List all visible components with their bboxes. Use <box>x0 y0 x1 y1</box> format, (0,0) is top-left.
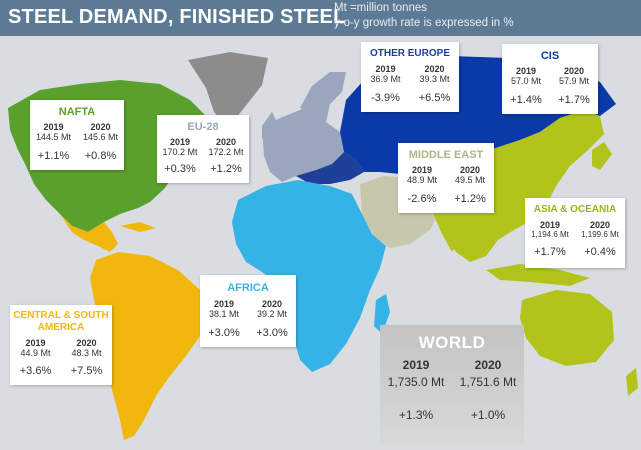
growth-rate: +1.2% <box>210 163 242 175</box>
year-label: 2019 <box>375 64 396 74</box>
year-label: 2019 <box>25 338 46 348</box>
demand-value: 172.2 Mt <box>208 147 244 157</box>
south-america-region <box>90 252 210 440</box>
page-title: STEEL DEMAND, FINISHED STEEL <box>8 6 346 28</box>
demand-value: 39.3 Mt <box>419 74 450 84</box>
year-label: 2019 <box>539 220 561 230</box>
madagascar-shape <box>374 294 390 334</box>
year-label: 2020 <box>563 66 585 76</box>
growth-note: y-o-y growth rate is expressed in % <box>334 17 514 29</box>
growth-rate: -2.6% <box>407 193 437 205</box>
growth-rate: +0.4% <box>584 246 616 258</box>
demand-value: 48.3 Mt <box>71 348 102 358</box>
year-label: 2019 <box>402 358 430 372</box>
other-europe-region <box>296 152 364 184</box>
eu28-box: EU-28 2019 2020 170.2 Mt 172.2 Mt +0.3% … <box>157 115 249 183</box>
growth-rate: +1.2% <box>454 193 486 205</box>
new-zealand-shape <box>626 368 638 396</box>
region-name: ASIA & OCEANIA <box>533 204 617 215</box>
demand-value: 38.1 Mt <box>208 309 239 319</box>
caribbean-islands <box>120 222 156 232</box>
demand-value: 170.2 Mt <box>162 147 198 157</box>
demand-value: 57.9 Mt <box>558 76 589 86</box>
year-label: 2019 <box>213 299 235 309</box>
region-name: AFRICA <box>227 282 269 294</box>
indonesia-shape <box>486 264 590 286</box>
greenland-shape <box>188 52 268 128</box>
region-name: NAFTA <box>58 106 96 118</box>
other-europe-box: OTHER EUROPE 2019 2020 36.9 Mt 39.3 Mt -… <box>361 42 459 112</box>
japan-shape <box>592 142 612 170</box>
growth-rate: +1.4% <box>510 94 542 106</box>
growth-rate: +1.1% <box>37 150 70 162</box>
growth-rate: +3.0% <box>208 327 240 339</box>
units-note: Mt =million tonnes <box>334 2 427 14</box>
demand-value: 49.5 Mt <box>454 175 485 185</box>
eu28-region <box>262 96 344 182</box>
growth-rate: +1.7% <box>558 94 590 106</box>
uk-shape <box>262 112 278 140</box>
africa-region <box>232 180 386 372</box>
region-name: OTHER EUROPE <box>369 48 450 59</box>
demand-value: 1,194.6 Mt <box>531 230 569 239</box>
cis-box: CIS 2019 2020 57.0 Mt 57.9 Mt +1.4% +1.7… <box>502 44 598 114</box>
asia-region <box>420 110 604 262</box>
growth-rate: +1.3% <box>398 408 434 422</box>
demand-value: 57.0 Mt <box>510 76 541 86</box>
demand-value: 36.9 Mt <box>370 74 401 84</box>
scandinavia-shape <box>300 72 346 110</box>
world-title: WORLD <box>418 333 486 352</box>
region-name: EU-28 <box>187 121 219 133</box>
asia-oceania-box: ASIA & OCEANIA 2019 2020 1,194.6 Mt 1,19… <box>525 198 625 268</box>
nafta-box: NAFTA 2019 2020 144.5 Mt 145.6 Mt +1.1% … <box>30 100 124 170</box>
header-bar: STEEL DEMAND, FINISHED STEEL Mt =million… <box>0 0 641 36</box>
middle-east-box: MIDDLE EAST 2019 2020 48.9 Mt 49.5 Mt -2… <box>398 143 494 213</box>
year-label: 2020 <box>459 165 481 175</box>
world-box: WORLD 2019 2020 1,735.0 Mt 1,751.6 Mt +1… <box>380 325 524 445</box>
year-label: 2019 <box>169 137 191 147</box>
demand-value: 1,199.6 Mt <box>581 230 619 239</box>
growth-rate: +1.0% <box>470 408 506 422</box>
growth-rate: +3.6% <box>19 365 52 377</box>
growth-rate: +3.0% <box>256 327 288 339</box>
demand-value: 1,735.0 Mt <box>387 375 445 389</box>
central-south-america-box: CENTRAL & SOUTH AMERICA 2019 2020 44.9 M… <box>10 305 112 385</box>
region-name: CIS <box>540 50 560 62</box>
region-name: CENTRAL & SOUTH <box>13 310 109 321</box>
growth-rate: -3.9% <box>371 92 400 104</box>
year-label: 2020 <box>76 338 97 348</box>
year-label: 2020 <box>589 220 611 230</box>
growth-rate: +0.3% <box>164 163 196 175</box>
year-label: 2019 <box>411 165 433 175</box>
year-label: 2020 <box>474 358 502 372</box>
demand-value: 48.9 Mt <box>406 175 437 185</box>
year-label: 2019 <box>43 122 64 132</box>
growth-rate: +7.5% <box>70 365 103 377</box>
demand-value: 144.5 Mt <box>35 132 72 142</box>
region-name: MIDDLE EAST <box>408 149 484 161</box>
region-name: AMERICA <box>37 322 85 333</box>
year-label: 2020 <box>215 137 237 147</box>
growth-rate: +1.7% <box>534 246 566 258</box>
africa-box: AFRICA 2019 2020 38.1 Mt 39.2 Mt +3.0% +… <box>200 275 296 347</box>
year-label: 2019 <box>515 66 537 76</box>
growth-rate: +0.8% <box>84 150 117 162</box>
year-label: 2020 <box>261 299 283 309</box>
australia-shape <box>520 290 614 366</box>
demand-value: 1,751.6 Mt <box>459 375 517 389</box>
year-label: 2020 <box>90 122 111 132</box>
year-label: 2020 <box>424 64 445 74</box>
growth-rate: +6.5% <box>418 92 451 104</box>
demand-value: 44.9 Mt <box>20 348 51 358</box>
demand-value: 39.2 Mt <box>256 309 287 319</box>
central-america-region <box>60 214 118 252</box>
demand-value: 145.6 Mt <box>82 132 119 142</box>
